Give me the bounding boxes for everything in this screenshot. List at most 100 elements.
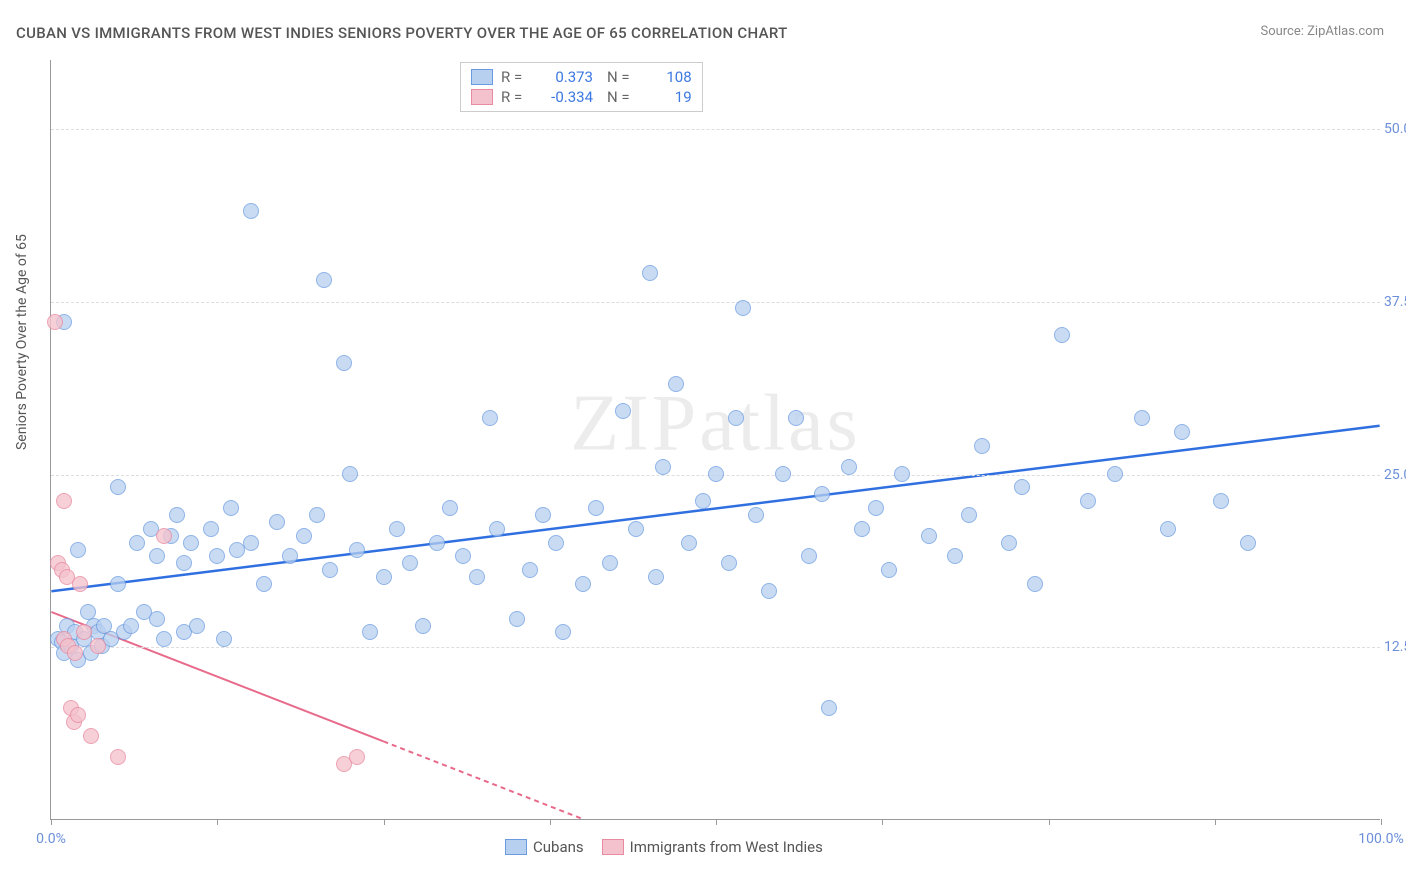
data-point bbox=[788, 410, 804, 426]
data-point bbox=[961, 507, 977, 523]
y-tick-label: 25.0% bbox=[1384, 467, 1406, 483]
chart-title: CUBAN VS IMMIGRANTS FROM WEST INDIES SEN… bbox=[16, 24, 788, 42]
data-point bbox=[655, 459, 671, 475]
series-legend: Cubans Immigrants from West Indies bbox=[505, 838, 823, 856]
data-point bbox=[588, 500, 604, 516]
y-axis-label: Seniors Poverty Over the Age of 65 bbox=[14, 234, 30, 450]
x-tick bbox=[1215, 819, 1216, 825]
data-point bbox=[748, 507, 764, 523]
data-point bbox=[309, 507, 325, 523]
x-tick bbox=[384, 819, 385, 825]
data-point bbox=[642, 265, 658, 281]
legend-item: Cubans bbox=[505, 838, 584, 856]
data-point bbox=[721, 555, 737, 571]
legend-label: Immigrants from West Indies bbox=[630, 838, 823, 856]
data-point bbox=[681, 535, 697, 551]
legend-n-value: 108 bbox=[638, 68, 692, 86]
data-point bbox=[921, 528, 937, 544]
data-point bbox=[90, 638, 106, 654]
legend-r-label: R = bbox=[501, 68, 531, 86]
data-point bbox=[668, 376, 684, 392]
data-point bbox=[814, 486, 830, 502]
data-point bbox=[974, 438, 990, 454]
data-point bbox=[296, 528, 312, 544]
data-point bbox=[1014, 479, 1030, 495]
data-point bbox=[648, 569, 664, 585]
data-point bbox=[362, 624, 378, 640]
data-point bbox=[203, 521, 219, 537]
data-point bbox=[415, 618, 431, 634]
legend-swatch bbox=[471, 69, 493, 85]
watermark: ZIPatlas bbox=[570, 379, 861, 470]
data-point bbox=[156, 631, 172, 647]
data-point bbox=[322, 562, 338, 578]
data-point bbox=[216, 631, 232, 647]
legend-label: Cubans bbox=[533, 838, 584, 856]
data-point bbox=[854, 521, 870, 537]
data-point bbox=[169, 507, 185, 523]
x-tick bbox=[217, 819, 218, 825]
data-point bbox=[56, 493, 72, 509]
data-point bbox=[841, 459, 857, 475]
data-point bbox=[282, 548, 298, 564]
data-point bbox=[189, 618, 205, 634]
data-point bbox=[1080, 493, 1096, 509]
data-point bbox=[615, 403, 631, 419]
data-point bbox=[442, 500, 458, 516]
data-point bbox=[156, 528, 172, 544]
grid-line bbox=[51, 647, 1380, 648]
data-point bbox=[256, 576, 272, 592]
data-point bbox=[728, 410, 744, 426]
data-point bbox=[209, 548, 225, 564]
grid-line bbox=[51, 302, 1380, 303]
data-point bbox=[183, 535, 199, 551]
data-point bbox=[129, 535, 145, 551]
data-point bbox=[47, 314, 63, 330]
data-point bbox=[602, 555, 618, 571]
data-point bbox=[548, 535, 564, 551]
legend-r-value: 0.373 bbox=[539, 68, 593, 86]
data-point bbox=[70, 542, 86, 558]
data-point bbox=[482, 410, 498, 426]
legend-n-label: N = bbox=[607, 88, 630, 106]
data-point bbox=[110, 749, 126, 765]
data-point bbox=[429, 535, 445, 551]
data-point bbox=[110, 479, 126, 495]
data-point bbox=[342, 466, 358, 482]
data-point bbox=[1001, 535, 1017, 551]
data-point bbox=[881, 562, 897, 578]
x-tick bbox=[1049, 819, 1050, 825]
y-tick-label: 37.5% bbox=[1384, 294, 1406, 310]
data-point bbox=[83, 728, 99, 744]
data-point bbox=[402, 555, 418, 571]
data-point bbox=[1160, 521, 1176, 537]
data-point bbox=[349, 542, 365, 558]
legend-row: R =-0.334N =19 bbox=[471, 87, 692, 107]
data-point bbox=[349, 749, 365, 765]
x-min-label: 0.0% bbox=[36, 831, 66, 847]
data-point bbox=[376, 569, 392, 585]
legend-n-value: 19 bbox=[638, 88, 692, 106]
data-point bbox=[76, 624, 92, 640]
legend-swatch bbox=[471, 89, 493, 105]
data-point bbox=[735, 300, 751, 316]
plot-area: ZIPatlas 12.5%25.0%37.5%50.0%0.0%100.0% bbox=[50, 60, 1380, 820]
legend-item: Immigrants from West Indies bbox=[602, 838, 823, 856]
data-point bbox=[123, 618, 139, 634]
y-tick-label: 50.0% bbox=[1384, 121, 1406, 137]
x-tick bbox=[550, 819, 551, 825]
data-point bbox=[70, 707, 86, 723]
data-point bbox=[316, 272, 332, 288]
data-point bbox=[176, 555, 192, 571]
data-point bbox=[149, 548, 165, 564]
data-point bbox=[1027, 576, 1043, 592]
data-point bbox=[469, 569, 485, 585]
data-point bbox=[389, 521, 405, 537]
data-point bbox=[947, 548, 963, 564]
legend-r-label: R = bbox=[501, 88, 531, 106]
correlation-legend: R =0.373N =108R =-0.334N =19 bbox=[460, 62, 703, 112]
data-point bbox=[628, 521, 644, 537]
x-tick bbox=[1381, 819, 1382, 825]
data-point bbox=[695, 493, 711, 509]
y-tick-label: 12.5% bbox=[1384, 639, 1406, 655]
